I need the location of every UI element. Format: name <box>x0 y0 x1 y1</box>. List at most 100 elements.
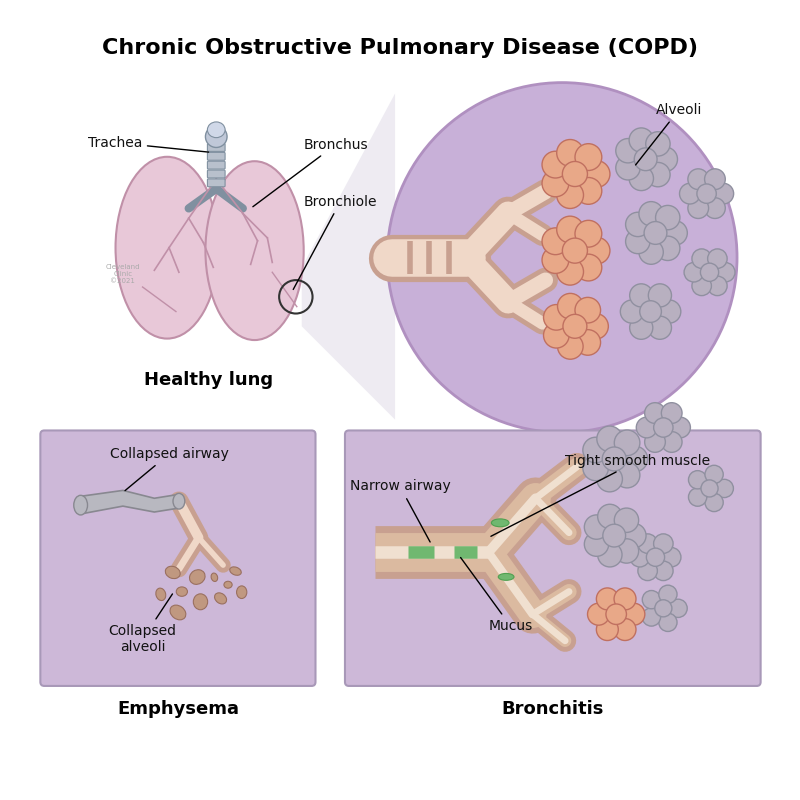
Circle shape <box>670 417 690 438</box>
Circle shape <box>622 446 648 472</box>
Circle shape <box>630 316 653 339</box>
Circle shape <box>542 151 569 178</box>
Circle shape <box>658 585 677 603</box>
Circle shape <box>701 263 718 282</box>
Ellipse shape <box>206 126 227 147</box>
Ellipse shape <box>194 594 208 610</box>
Circle shape <box>705 494 723 511</box>
Circle shape <box>598 542 622 567</box>
Circle shape <box>557 182 583 209</box>
Circle shape <box>622 523 646 548</box>
Ellipse shape <box>156 588 166 601</box>
Ellipse shape <box>74 495 87 515</box>
Circle shape <box>623 603 645 625</box>
Circle shape <box>602 447 626 471</box>
Ellipse shape <box>173 494 185 509</box>
Circle shape <box>642 590 661 609</box>
Circle shape <box>655 236 680 261</box>
Circle shape <box>582 314 608 339</box>
Circle shape <box>646 162 670 187</box>
Circle shape <box>598 504 622 529</box>
Circle shape <box>587 603 610 625</box>
Circle shape <box>558 294 583 319</box>
Circle shape <box>688 169 709 190</box>
Circle shape <box>679 183 700 204</box>
Ellipse shape <box>211 573 218 582</box>
Text: Bronchiole: Bronchiole <box>294 194 378 290</box>
Circle shape <box>705 466 723 483</box>
Circle shape <box>584 532 609 556</box>
FancyBboxPatch shape <box>207 162 225 169</box>
Ellipse shape <box>207 122 225 138</box>
Circle shape <box>662 547 681 567</box>
Circle shape <box>669 599 687 618</box>
Circle shape <box>583 455 609 481</box>
Text: Tight smooth muscle: Tight smooth muscle <box>491 454 710 536</box>
Circle shape <box>658 613 677 631</box>
FancyBboxPatch shape <box>40 430 315 686</box>
Circle shape <box>558 334 583 359</box>
Circle shape <box>705 169 726 190</box>
Circle shape <box>655 206 680 230</box>
FancyBboxPatch shape <box>207 152 225 160</box>
Circle shape <box>654 418 673 438</box>
Circle shape <box>701 480 718 497</box>
Circle shape <box>606 604 626 625</box>
Circle shape <box>646 548 665 566</box>
Circle shape <box>575 254 602 281</box>
Circle shape <box>620 300 643 323</box>
Circle shape <box>642 608 661 626</box>
Circle shape <box>645 432 666 452</box>
Circle shape <box>614 462 640 488</box>
Circle shape <box>663 221 687 245</box>
Circle shape <box>708 276 727 296</box>
Ellipse shape <box>115 157 218 338</box>
Circle shape <box>597 466 622 492</box>
Circle shape <box>562 238 587 263</box>
Text: Healthy lung: Healthy lung <box>144 370 273 389</box>
Ellipse shape <box>206 162 304 340</box>
Circle shape <box>645 402 666 423</box>
Text: Alveoli: Alveoli <box>635 103 702 165</box>
Circle shape <box>614 588 636 610</box>
Ellipse shape <box>498 574 514 580</box>
Circle shape <box>715 479 734 498</box>
Ellipse shape <box>224 582 232 588</box>
Circle shape <box>648 284 671 307</box>
Circle shape <box>557 139 583 166</box>
Circle shape <box>634 148 657 170</box>
Circle shape <box>543 322 569 348</box>
Circle shape <box>630 284 653 307</box>
Circle shape <box>614 618 636 641</box>
Circle shape <box>653 147 678 171</box>
Circle shape <box>614 508 638 533</box>
Circle shape <box>557 258 583 285</box>
Circle shape <box>614 538 638 563</box>
Polygon shape <box>302 94 395 420</box>
Circle shape <box>626 230 650 254</box>
Text: Mucus: Mucus <box>461 558 533 633</box>
Circle shape <box>557 216 583 243</box>
Circle shape <box>543 305 569 330</box>
Circle shape <box>387 82 737 433</box>
Ellipse shape <box>166 566 180 578</box>
Circle shape <box>639 202 663 226</box>
Circle shape <box>629 166 654 190</box>
Text: Collapsed
alveoli: Collapsed alveoli <box>109 594 177 654</box>
Circle shape <box>648 316 671 339</box>
Circle shape <box>584 515 609 539</box>
Polygon shape <box>81 490 179 514</box>
Circle shape <box>662 432 682 452</box>
Text: Narrow airway: Narrow airway <box>350 479 450 542</box>
Text: Trachea: Trachea <box>87 135 209 152</box>
Circle shape <box>616 155 640 180</box>
Ellipse shape <box>214 593 226 604</box>
Circle shape <box>616 138 640 163</box>
Text: Emphysema: Emphysema <box>117 700 239 718</box>
Circle shape <box>542 170 569 197</box>
Circle shape <box>575 144 602 170</box>
Circle shape <box>654 600 672 617</box>
Circle shape <box>689 470 706 489</box>
Circle shape <box>596 588 618 610</box>
Circle shape <box>638 534 658 554</box>
